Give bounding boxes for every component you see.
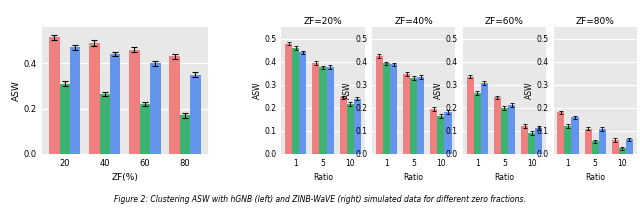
Bar <box>326 67 333 154</box>
Bar <box>70 47 81 154</box>
Bar <box>285 44 292 154</box>
Bar <box>535 128 542 154</box>
Y-axis label: ASW: ASW <box>434 82 443 99</box>
Bar <box>340 97 347 154</box>
Bar <box>591 141 598 154</box>
Bar <box>584 129 591 154</box>
Bar <box>190 75 200 154</box>
Bar <box>376 56 383 154</box>
X-axis label: ZF(%): ZF(%) <box>111 173 138 182</box>
Bar <box>300 52 307 154</box>
Bar <box>557 112 564 154</box>
Y-axis label: ASW: ASW <box>525 82 534 99</box>
Title: ZF=40%: ZF=40% <box>394 17 433 26</box>
Title: ZF=60%: ZF=60% <box>485 17 524 26</box>
Y-axis label: ASW: ASW <box>12 80 21 101</box>
Bar <box>354 99 361 154</box>
Legend: SimCD, scVI, ZINB-WaVE: SimCD, scVI, ZINB-WaVE <box>220 64 285 104</box>
Bar <box>403 74 410 154</box>
Bar <box>437 116 445 154</box>
Y-axis label: ASW: ASW <box>253 82 262 99</box>
Bar <box>619 148 626 154</box>
Title: ZF=20%: ZF=20% <box>303 17 342 26</box>
Bar <box>319 67 326 154</box>
Bar <box>60 84 70 154</box>
Bar <box>467 77 474 154</box>
Y-axis label: ASW: ASW <box>343 82 352 99</box>
Bar <box>612 140 619 154</box>
Bar <box>347 104 354 154</box>
Bar <box>390 64 397 154</box>
Bar <box>494 97 501 154</box>
Bar <box>292 48 300 154</box>
Bar <box>626 139 633 154</box>
Bar <box>528 133 535 154</box>
Bar <box>521 126 528 154</box>
Bar <box>49 37 60 154</box>
Title: ZF=80%: ZF=80% <box>576 17 614 26</box>
X-axis label: Ratio: Ratio <box>495 173 515 182</box>
Bar <box>180 115 190 154</box>
Bar <box>417 77 424 154</box>
Bar <box>383 63 390 154</box>
Bar <box>140 104 150 154</box>
Bar <box>481 83 488 154</box>
Bar <box>430 109 437 154</box>
Bar <box>129 50 140 154</box>
Bar <box>312 63 319 154</box>
Bar <box>410 78 417 154</box>
X-axis label: Ratio: Ratio <box>404 173 424 182</box>
Bar <box>445 112 452 154</box>
X-axis label: Ratio: Ratio <box>313 173 333 182</box>
Bar <box>89 43 100 154</box>
Bar <box>598 129 606 154</box>
Bar <box>100 94 110 154</box>
Bar <box>110 54 120 154</box>
Bar <box>564 126 572 154</box>
Bar <box>474 93 481 154</box>
Bar <box>572 118 579 154</box>
Bar <box>508 105 515 154</box>
Bar <box>170 57 180 154</box>
X-axis label: Ratio: Ratio <box>585 173 605 182</box>
Bar <box>501 108 508 154</box>
Bar <box>150 63 161 154</box>
Text: Figure 2: Clustering ASW with hGNB (left) and ZINB-WaVE (right) simulated data f: Figure 2: Clustering ASW with hGNB (left… <box>114 195 526 204</box>
